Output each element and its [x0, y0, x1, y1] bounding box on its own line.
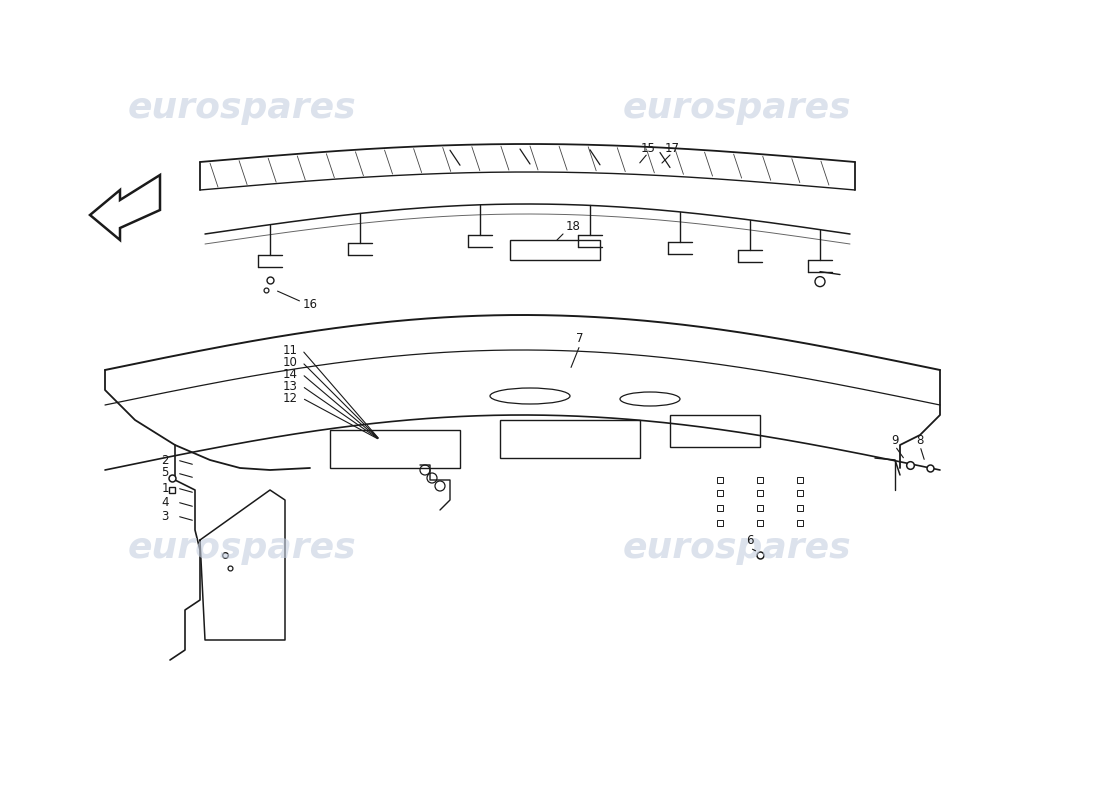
Bar [670, 415, 760, 447]
Text: 13: 13 [283, 379, 297, 393]
Bar [510, 240, 600, 260]
Text: eurospares: eurospares [623, 91, 851, 125]
Text: 18: 18 [565, 221, 581, 234]
Text: eurospares: eurospares [128, 91, 356, 125]
Bar [500, 420, 640, 458]
Text: 4: 4 [162, 495, 168, 509]
Text: 5: 5 [162, 466, 168, 479]
Text: 10: 10 [283, 355, 297, 369]
Text: 12: 12 [283, 391, 297, 405]
Text: eurospares: eurospares [128, 531, 356, 565]
Text: 15: 15 [640, 142, 656, 154]
Text: 17: 17 [664, 142, 680, 154]
Text: eurospares: eurospares [623, 531, 851, 565]
Text: 9: 9 [891, 434, 899, 446]
Text: 6: 6 [746, 534, 754, 546]
Text: 7: 7 [576, 331, 584, 345]
Text: 14: 14 [283, 367, 297, 381]
Text: 16: 16 [302, 298, 318, 311]
Text: 1: 1 [162, 482, 168, 494]
Text: 2: 2 [162, 454, 168, 466]
Text: 8: 8 [916, 434, 924, 446]
Bar [330, 430, 460, 468]
Text: 11: 11 [283, 343, 297, 357]
Text: 3: 3 [162, 510, 168, 522]
